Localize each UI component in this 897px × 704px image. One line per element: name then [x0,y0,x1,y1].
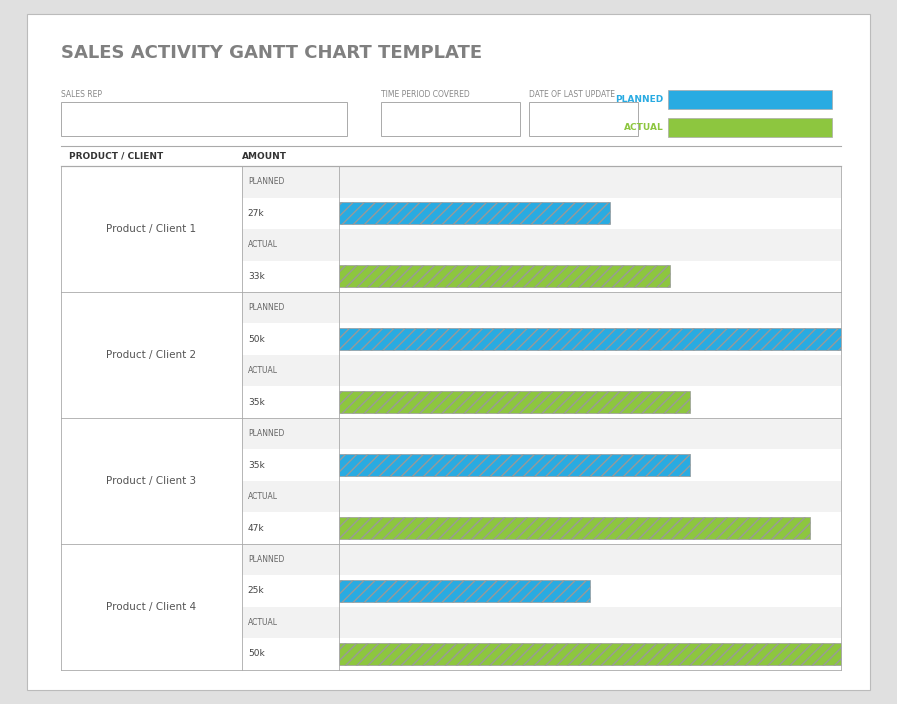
Text: ACTUAL: ACTUAL [248,366,278,375]
Bar [61,102,347,136]
Text: PLANNED: PLANNED [248,429,284,438]
Bar [339,517,811,539]
Bar [667,90,832,109]
Bar [242,229,840,260]
Bar [242,418,840,449]
Text: PLANNED: PLANNED [248,177,284,187]
Text: ACTUAL: ACTUAL [248,492,278,501]
Text: Product / Client 4: Product / Client 4 [106,602,196,612]
Text: 25k: 25k [248,586,265,596]
Bar [667,118,832,137]
Bar [242,166,840,198]
Text: PLANNED: PLANNED [615,96,664,104]
Text: ACTUAL: ACTUAL [248,240,278,249]
Text: ACTUAL: ACTUAL [248,618,278,627]
Text: 35k: 35k [248,398,265,407]
Text: PLANNED: PLANNED [248,555,284,564]
Bar [242,292,840,324]
Text: TIME PERIOD COVERED: TIME PERIOD COVERED [381,89,470,99]
Text: 33k: 33k [248,272,265,281]
Text: 35k: 35k [248,460,265,470]
Bar [339,643,840,665]
Text: 47k: 47k [248,524,265,532]
Bar [528,102,638,136]
Bar [61,146,840,166]
Bar [242,543,840,575]
Bar [339,328,840,350]
Text: ACTUAL: ACTUAL [623,123,664,132]
Bar [381,102,520,136]
Text: 50k: 50k [248,334,265,344]
Bar [339,265,670,287]
Bar [339,391,690,413]
Bar [339,580,589,602]
Text: Product / Client 1: Product / Client 1 [106,224,196,234]
Bar [242,607,840,638]
Text: 50k: 50k [248,649,265,658]
Bar [242,481,840,513]
Text: SALES ACTIVITY GANTT CHART TEMPLATE: SALES ACTIVITY GANTT CHART TEMPLATE [61,44,482,63]
Text: DATE OF LAST UPDATE: DATE OF LAST UPDATE [528,89,614,99]
Text: Product / Client 2: Product / Client 2 [106,350,196,360]
Bar [339,202,610,225]
Text: 27k: 27k [248,209,265,218]
Text: Product / Client 3: Product / Client 3 [106,476,196,486]
Text: AMOUNT: AMOUNT [242,151,287,161]
Text: PLANNED: PLANNED [248,303,284,313]
Bar [242,355,840,386]
Text: SALES REP: SALES REP [61,89,101,99]
Bar [339,454,690,476]
Text: PRODUCT / CLIENT: PRODUCT / CLIENT [69,151,163,161]
